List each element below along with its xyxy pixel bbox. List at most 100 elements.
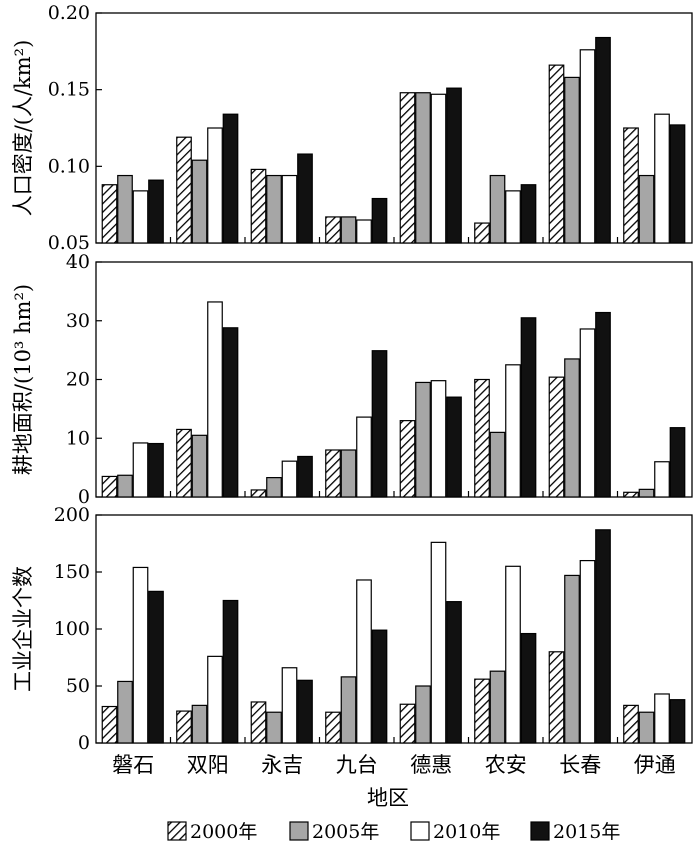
x-category-label: 伊通 [634, 753, 676, 777]
bar-2000年-伊通 [623, 127, 639, 244]
y-tick-label: 150 [54, 561, 90, 583]
bar-2000年-双阳 [176, 428, 192, 498]
y-tick-label: 100 [54, 618, 90, 640]
bar-2000年-德惠 [399, 703, 416, 744]
legend-swatch [167, 821, 187, 841]
bar-2005年-永吉 [266, 174, 282, 244]
bar-2010年-九台 [356, 416, 372, 498]
y-tick-label: 0.10 [48, 155, 90, 177]
bar-2005年-长春 [564, 358, 580, 498]
bar-2015年-永吉 [297, 679, 313, 744]
bar-2015年-长春 [595, 36, 611, 244]
bar-2005年-德惠 [415, 381, 431, 498]
legend-label: 2015年 [553, 821, 620, 843]
bar-2010年-长春 [579, 49, 596, 244]
bar-2005年-伊通 [638, 711, 655, 744]
y-tick-label: 50 [66, 675, 90, 697]
bar-2010年-农安 [505, 190, 521, 244]
bar-2005年-永吉 [266, 477, 282, 498]
bar-2015年-农安 [520, 317, 537, 498]
bar-2005年-磐石 [117, 174, 133, 244]
y-tick-label: 0.05 [48, 232, 90, 254]
bar-2015年-永吉 [297, 153, 313, 244]
bar-2000年-德惠 [399, 92, 416, 244]
x-axis-label: 地区 [367, 786, 409, 810]
bar-2000年-长春 [548, 376, 565, 498]
bar-2000年-伊通 [623, 704, 639, 744]
bar-2000年-永吉 [250, 168, 267, 244]
bar-2010年-磐石 [132, 442, 149, 498]
bar-2000年-永吉 [250, 701, 267, 744]
bar-2000年-九台 [325, 449, 341, 498]
bar-2000年-永吉 [250, 489, 267, 498]
bar-2015年-磐石 [148, 590, 164, 744]
x-category-label: 永吉 [261, 753, 303, 777]
bar-2015年-九台 [371, 197, 388, 244]
bar-2010年-永吉 [281, 667, 298, 744]
bar-2015年-伊通 [669, 699, 686, 744]
bar-2005年-德惠 [415, 685, 431, 744]
bar-2000年-农安 [474, 378, 490, 498]
x-category-label: 农安 [485, 753, 527, 777]
bar-2010年-伊通 [654, 113, 670, 244]
x-category-label: 磐石 [112, 753, 154, 777]
bar-2010年-双阳 [207, 301, 223, 498]
bar-2015年-德惠 [446, 601, 462, 744]
bar-2005年-德惠 [415, 92, 431, 244]
bar-2000年-双阳 [176, 136, 192, 244]
bar-2015年-磐石 [148, 179, 164, 244]
bar-2010年-永吉 [281, 174, 298, 244]
bar-2010年-长春 [579, 328, 596, 498]
bar-2015年-双阳 [222, 327, 239, 498]
bar-2000年-九台 [325, 216, 341, 244]
bar-2010年-农安 [505, 364, 521, 498]
bar-2015年-双阳 [222, 599, 239, 744]
legend-item: 2010年 [410, 821, 500, 843]
bar-2005年-九台 [340, 216, 357, 244]
bar-2005年-永吉 [266, 711, 282, 744]
x-category-label: 德惠 [410, 753, 452, 777]
bar-2010年-长春 [579, 559, 596, 744]
y-tick-label: 0 [78, 732, 90, 754]
bar-2015年-永吉 [297, 455, 313, 498]
bar-2000年-农安 [474, 222, 490, 244]
bar-2015年-伊通 [669, 427, 686, 498]
bar-2010年-德惠 [430, 380, 447, 498]
bar-2000年-长春 [548, 64, 565, 244]
y-tick-label: 0 [78, 486, 90, 508]
panel-2: 0 10 20 30 40 耕地面积/(10³ hm²) [11, 251, 693, 508]
bar-2010年-九台 [356, 579, 372, 744]
bar-2005年-九台 [340, 676, 357, 744]
legend-item: 2000年 [167, 821, 257, 843]
x-category-label: 九台 [336, 753, 378, 777]
legend-swatch [410, 821, 430, 841]
bar-2015年-德惠 [446, 87, 462, 244]
bar-2000年-磐石 [101, 705, 118, 744]
x-category-label: 双阳 [187, 753, 229, 777]
bar-2010年-伊通 [654, 693, 670, 744]
y-tick-label: 200 [54, 504, 90, 526]
bar-2015年-农安 [520, 632, 537, 744]
y-tick-label: 30 [66, 310, 90, 332]
bar-2010年-磐石 [132, 190, 149, 244]
legend-swatch [289, 821, 309, 841]
bar-2015年-磐石 [148, 442, 164, 498]
y-axis-label: 人口密度/(人/km²) [11, 40, 35, 217]
bar-2010年-双阳 [207, 655, 223, 744]
y-tick-label: 0.15 [48, 79, 90, 101]
bar-2015年-双阳 [222, 113, 239, 244]
y-tick-label: 40 [66, 251, 90, 273]
bar-2005年-磐石 [117, 474, 133, 498]
legend: 2000年 2005年 2010年 2015年 [167, 821, 620, 843]
y-tick-label: 10 [66, 427, 90, 449]
bar-2005年-双阳 [191, 159, 208, 244]
y-tick-label: 0.20 [48, 2, 90, 24]
bar-2005年-伊通 [638, 488, 655, 498]
bar-2015年-农安 [520, 184, 537, 244]
bar-2005年-双阳 [191, 434, 208, 498]
bar-2010年-永吉 [281, 460, 298, 498]
bar-2005年-农安 [489, 174, 506, 244]
bar-2000年-磐石 [101, 475, 118, 498]
bar-2010年-农安 [505, 565, 521, 744]
